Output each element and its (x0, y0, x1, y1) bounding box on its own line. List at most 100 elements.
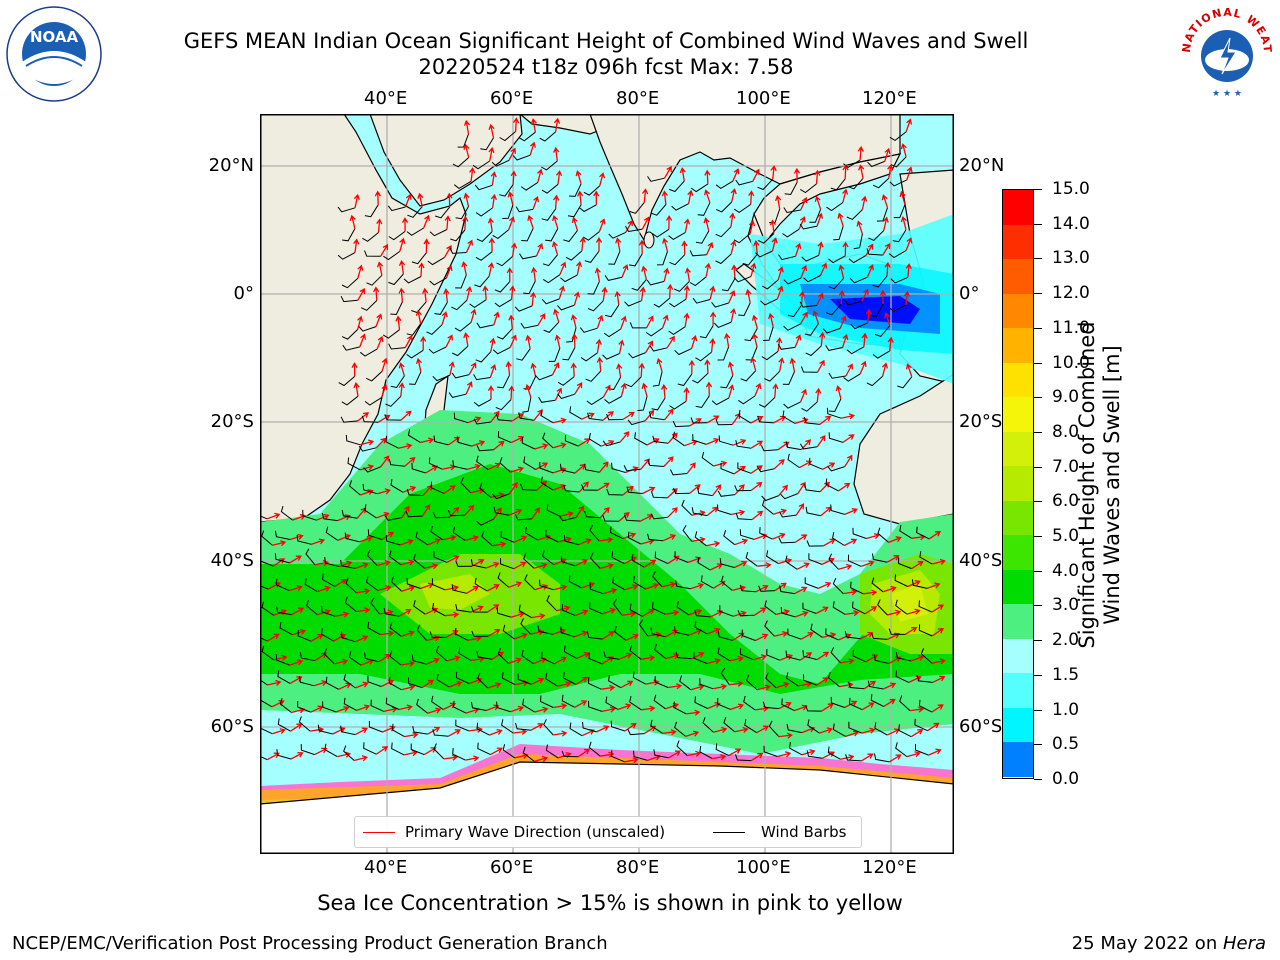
wave-direction-arrow (622, 411, 635, 421)
wind-barb (460, 477, 472, 494)
wind-barb (810, 623, 823, 638)
wave-direction-arrow (789, 357, 796, 372)
wind-barb (783, 401, 801, 409)
wind-barb (276, 654, 290, 666)
wave-direction-arrow (508, 508, 523, 516)
wind-barb (416, 698, 429, 714)
wave-direction-arrow (398, 704, 413, 711)
wind-barb (481, 530, 493, 547)
wind-barb (545, 228, 559, 242)
wave-direction-arrow (512, 117, 520, 132)
wind-barb (734, 485, 752, 492)
wind-barb (898, 557, 912, 570)
wind-barb (514, 513, 532, 521)
wind-barb (780, 606, 796, 618)
wave-direction-arrow (662, 237, 669, 252)
wind-barb (866, 248, 883, 256)
wind-barb (633, 750, 648, 761)
wind-barb (828, 372, 846, 379)
lon-label-top: 60°E (490, 88, 534, 109)
wave-direction-arrow (314, 652, 328, 662)
wind-barb (713, 321, 732, 328)
wind-barb (804, 483, 821, 493)
wind-barb (494, 281, 511, 293)
wind-barb (872, 350, 890, 359)
wave-direction-arrow (534, 706, 549, 713)
wind-barb (390, 479, 404, 493)
wind-barb (743, 695, 756, 711)
wind-barb (874, 753, 890, 763)
wave-direction-arrow (887, 164, 894, 179)
wave-direction-arrow (531, 677, 545, 685)
wind-barb (695, 395, 710, 409)
wave-direction-arrow (463, 119, 470, 135)
wave-direction-arrow (445, 334, 453, 348)
wind-barb (783, 207, 801, 214)
wave-direction-arrow (800, 632, 814, 640)
wave-direction-arrow (351, 362, 358, 377)
wind-barb (341, 509, 358, 519)
wave-direction-arrow (490, 747, 503, 756)
wave-direction-arrow (799, 290, 806, 306)
wind-barb (412, 725, 428, 735)
wind-barb (524, 574, 536, 591)
wave-direction-arrow (511, 413, 525, 422)
wave-direction-arrow (640, 654, 656, 661)
wind-barb (540, 409, 554, 424)
wind-barb (363, 742, 377, 755)
wave-direction-arrow (400, 538, 414, 546)
wind-barb (760, 298, 778, 306)
wind-barb (720, 667, 730, 685)
wind-barb (579, 327, 598, 333)
wind-barb (473, 418, 491, 425)
svg-text:★ ★ ★: ★ ★ ★ (1212, 89, 1242, 99)
wind-barb (799, 223, 818, 230)
wave-direction-arrow (487, 462, 501, 471)
wave-direction-arrow (508, 147, 516, 161)
wind-barb (475, 207, 493, 217)
wind-barb (512, 154, 531, 161)
wave-direction-arrow (734, 538, 749, 546)
wave-direction-arrow (404, 193, 412, 208)
wave-direction-arrow (841, 334, 849, 348)
wave-direction-arrow (487, 217, 494, 232)
wave-direction-arrow (446, 655, 461, 662)
wind-barb (915, 744, 929, 756)
wave-direction-arrow (600, 562, 615, 570)
wave-direction-arrow (619, 431, 630, 443)
wind-barb (499, 131, 516, 142)
wave-direction-arrow (879, 289, 887, 305)
wind-barb (413, 600, 426, 615)
wave-direction-arrow (865, 308, 872, 323)
wave-direction-arrow (662, 581, 677, 588)
wave-direction-arrow (905, 118, 913, 133)
wind-barb (494, 298, 512, 308)
wind-barb (321, 512, 338, 522)
wave-direction-arrow (798, 216, 806, 230)
wind-barb (733, 275, 752, 283)
colorbar-tick-label: 7.0 (1052, 456, 1080, 477)
wave-direction-arrow (273, 558, 286, 567)
wind-barb (406, 349, 424, 359)
wave-direction-arrow (491, 651, 505, 660)
wind-barb (545, 529, 559, 543)
wind-barb (895, 599, 908, 615)
colorbar-tick (1034, 362, 1042, 364)
wind-barb (492, 229, 510, 240)
wind-barb (322, 701, 337, 713)
wind-barb (779, 511, 797, 518)
wave-direction-arrow (709, 337, 716, 353)
wave-direction-arrow (463, 192, 470, 207)
wind-barb (689, 250, 707, 257)
wave-direction-arrow (578, 538, 592, 546)
wind-barb (779, 585, 795, 595)
wave-direction-arrow (663, 267, 670, 282)
wind-barb (391, 742, 405, 756)
wave-direction-arrow (685, 730, 700, 738)
wave-direction-arrow (353, 382, 360, 397)
wind-barb (763, 326, 774, 341)
colorbar-tick (1034, 189, 1042, 190)
colorbar-cell (1003, 259, 1033, 295)
wave-direction-arrow (554, 334, 561, 349)
wave-direction-arrow (844, 454, 853, 467)
